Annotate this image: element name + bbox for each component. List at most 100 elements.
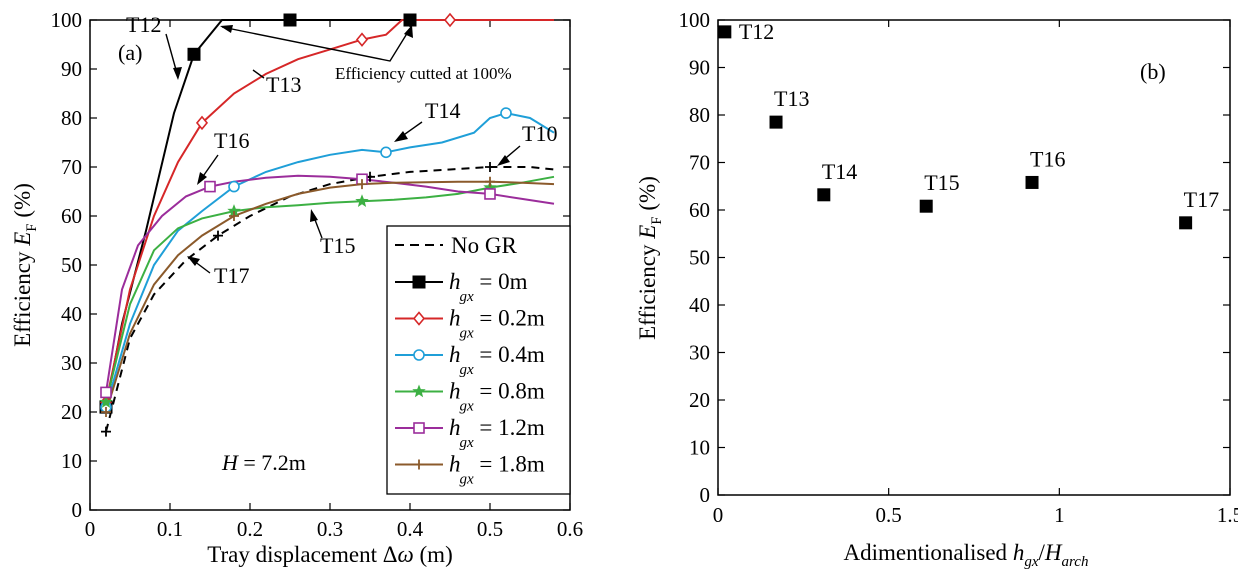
a-y-tick-label: 10 [61,449,82,473]
scatter-point-t17 [1179,216,1193,230]
a-y-tick-label: 50 [61,253,82,277]
series-0-point [485,162,495,172]
legend-marker-0 [412,275,426,289]
a-x-tick-label: 0.1 [157,517,183,541]
b-y-tick-label: 20 [689,388,710,412]
scatter-point-t13 [769,115,783,129]
label-t16: T16 [214,128,249,153]
series-4-point [355,194,369,207]
panel-a-series [105,19,555,432]
arrow-t13 [252,69,265,79]
height-note: H = 7.2m [221,450,306,475]
legend-label-0: hgx = 0m [449,269,528,305]
arrowhead-cut-right [404,25,413,38]
b-y-tick-label: 70 [689,151,710,175]
series-5-point [100,386,112,399]
a-y-tick-label: 80 [61,106,82,130]
panel-b-y-axis-label: Efficiency EF (%) [635,176,665,340]
series-2-point [355,32,369,47]
a-y-tick-label: 20 [61,400,82,424]
a-y-tick-label: 0 [72,498,83,522]
b-y-tick-label: 30 [689,341,710,365]
b-y-tick-label: 50 [689,246,710,270]
arrow-cut-note [221,26,412,62]
legend-marker-2 [413,349,425,361]
panel-a-label: (a) [118,40,142,65]
scatter-label-t15: T15 [924,170,959,195]
scatter-label-t17: T17 [1184,187,1219,212]
arrowhead-t14 [394,131,408,142]
series-5-point [484,188,496,200]
label-t15: T15 [320,233,355,258]
label-t14: T14 [425,98,460,123]
panel-a-x-ticks: 0 0.1 0.2 0.3 0.4 0.5 0.6 [85,20,583,541]
series-3-point [380,146,392,159]
b-y-tick-label: 40 [689,293,710,317]
panel-a-y-axis-label: Efficiency EF (%) [10,183,40,347]
a-y-tick-label: 70 [61,155,82,179]
a-y-tick-label: 30 [61,351,82,375]
series-2-point [195,115,209,131]
b-y-tick-label: 0 [700,483,711,507]
scatter-label-t13: T13 [774,86,809,111]
scatter-point-t14 [817,188,831,202]
b-y-tick-label: 100 [679,8,711,32]
legend-marker-5 [414,459,424,470]
b-x-tick-label: 1.5 [1217,503,1238,527]
b-y-tick-label: 60 [689,198,710,222]
b-x-tick-label: 1 [1054,503,1065,527]
panel-b-x-axis-label: Adimentionalised hgx/Harch [844,540,1089,570]
series-1-point [403,13,417,27]
series-line-2 [105,19,554,403]
series-4-point [99,395,113,408]
series-3-point [500,107,512,119]
series-6-point [101,407,111,417]
scatter-point-t12 [718,25,732,39]
annotation-arrows [165,25,521,274]
arrowhead-cut-left [220,25,233,33]
legend-label-1: hgx = 0.2m [449,306,545,342]
series-1-point [283,13,297,27]
label-t10: T10 [522,121,557,146]
a-x-tick-label: 0.5 [477,517,503,541]
series-0-point [213,230,223,241]
arrowhead-t16 [197,172,207,185]
b-x-tick-label: 0.5 [876,503,902,527]
scatter-point-t16 [1025,175,1039,189]
legend-label-2: hgx = 0.4m [449,342,545,378]
series-0-point [101,426,111,437]
a-x-tick-label: 0.2 [237,517,263,541]
a-x-tick-label: 0.4 [397,517,424,541]
panel-b-y-ticks: 0 10 20 30 40 50 60 70 80 90 100 [679,8,1230,507]
arrowhead-t10 [497,155,510,166]
a-y-tick-label: 90 [61,57,82,81]
legend-marker-4 [413,422,425,434]
a-y-tick-label: 40 [61,302,82,326]
series-line-6 [105,180,555,413]
legend-label-no-gr: No GR [451,233,517,258]
series-6-point [229,211,239,221]
a-x-tick-label: 0.3 [317,517,343,541]
scatter-label-t14: T14 [822,159,857,184]
panel-a-markers [99,12,512,437]
panel-b-x-ticks: 0 0.5 1 1.5 [713,20,1238,527]
series-5-point [204,180,216,193]
b-x-tick-label: 0 [713,503,724,527]
panel-a-x-axis-label: Tray displacement Δω (m) [207,542,452,567]
arrowhead-t17 [187,256,200,266]
legend-marker-3 [412,384,426,398]
scatter-point-t15 [919,199,933,213]
series-6-point [485,176,495,187]
a-y-tick-label: 100 [51,8,83,32]
label-t17: T17 [214,263,249,288]
cut-note-text: Efficiency cutted at 100% [335,64,512,83]
panel-a-line-chart: 0 0.1 0.2 0.3 0.4 0.5 0.6 0 10 20 30 40 50 60 70 80 90 1… [10,8,583,567]
arrowhead-t12 [173,67,182,80]
legend-marker-1 [412,311,426,326]
legend-label-5: hgx = 1.8m [449,452,545,488]
panel-a-y-ticks: 0 10 20 30 40 50 60 70 80 90 100 [51,8,570,522]
b-y-tick-label: 90 [689,56,710,80]
